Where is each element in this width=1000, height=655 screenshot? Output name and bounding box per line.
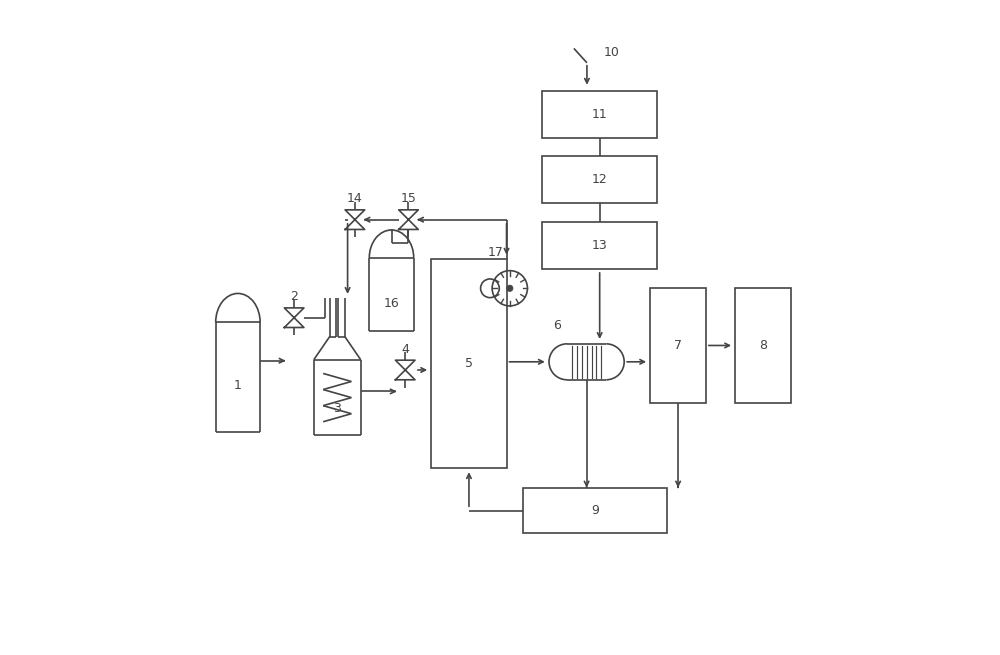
Text: 15: 15 — [401, 192, 416, 205]
Bar — [650, 288, 706, 403]
Bar — [523, 487, 667, 533]
Text: 17: 17 — [487, 246, 503, 259]
Text: 4: 4 — [401, 343, 409, 356]
Text: 7: 7 — [674, 339, 682, 352]
Bar — [542, 221, 657, 269]
Text: 11: 11 — [592, 108, 608, 121]
Text: 3: 3 — [333, 402, 341, 415]
Text: 5: 5 — [465, 357, 473, 370]
Bar — [735, 288, 791, 403]
Text: 12: 12 — [592, 174, 608, 186]
Text: 9: 9 — [591, 504, 599, 517]
Text: 2: 2 — [290, 290, 298, 303]
Text: 13: 13 — [592, 238, 608, 252]
Text: 10: 10 — [603, 47, 619, 60]
Bar — [542, 91, 657, 138]
Circle shape — [507, 285, 513, 291]
Bar — [542, 157, 657, 203]
Text: 6: 6 — [553, 319, 561, 332]
Bar — [431, 259, 507, 468]
Text: 16: 16 — [384, 297, 399, 310]
Text: 14: 14 — [347, 192, 363, 205]
Text: 1: 1 — [234, 379, 242, 392]
Text: 8: 8 — [759, 339, 767, 352]
